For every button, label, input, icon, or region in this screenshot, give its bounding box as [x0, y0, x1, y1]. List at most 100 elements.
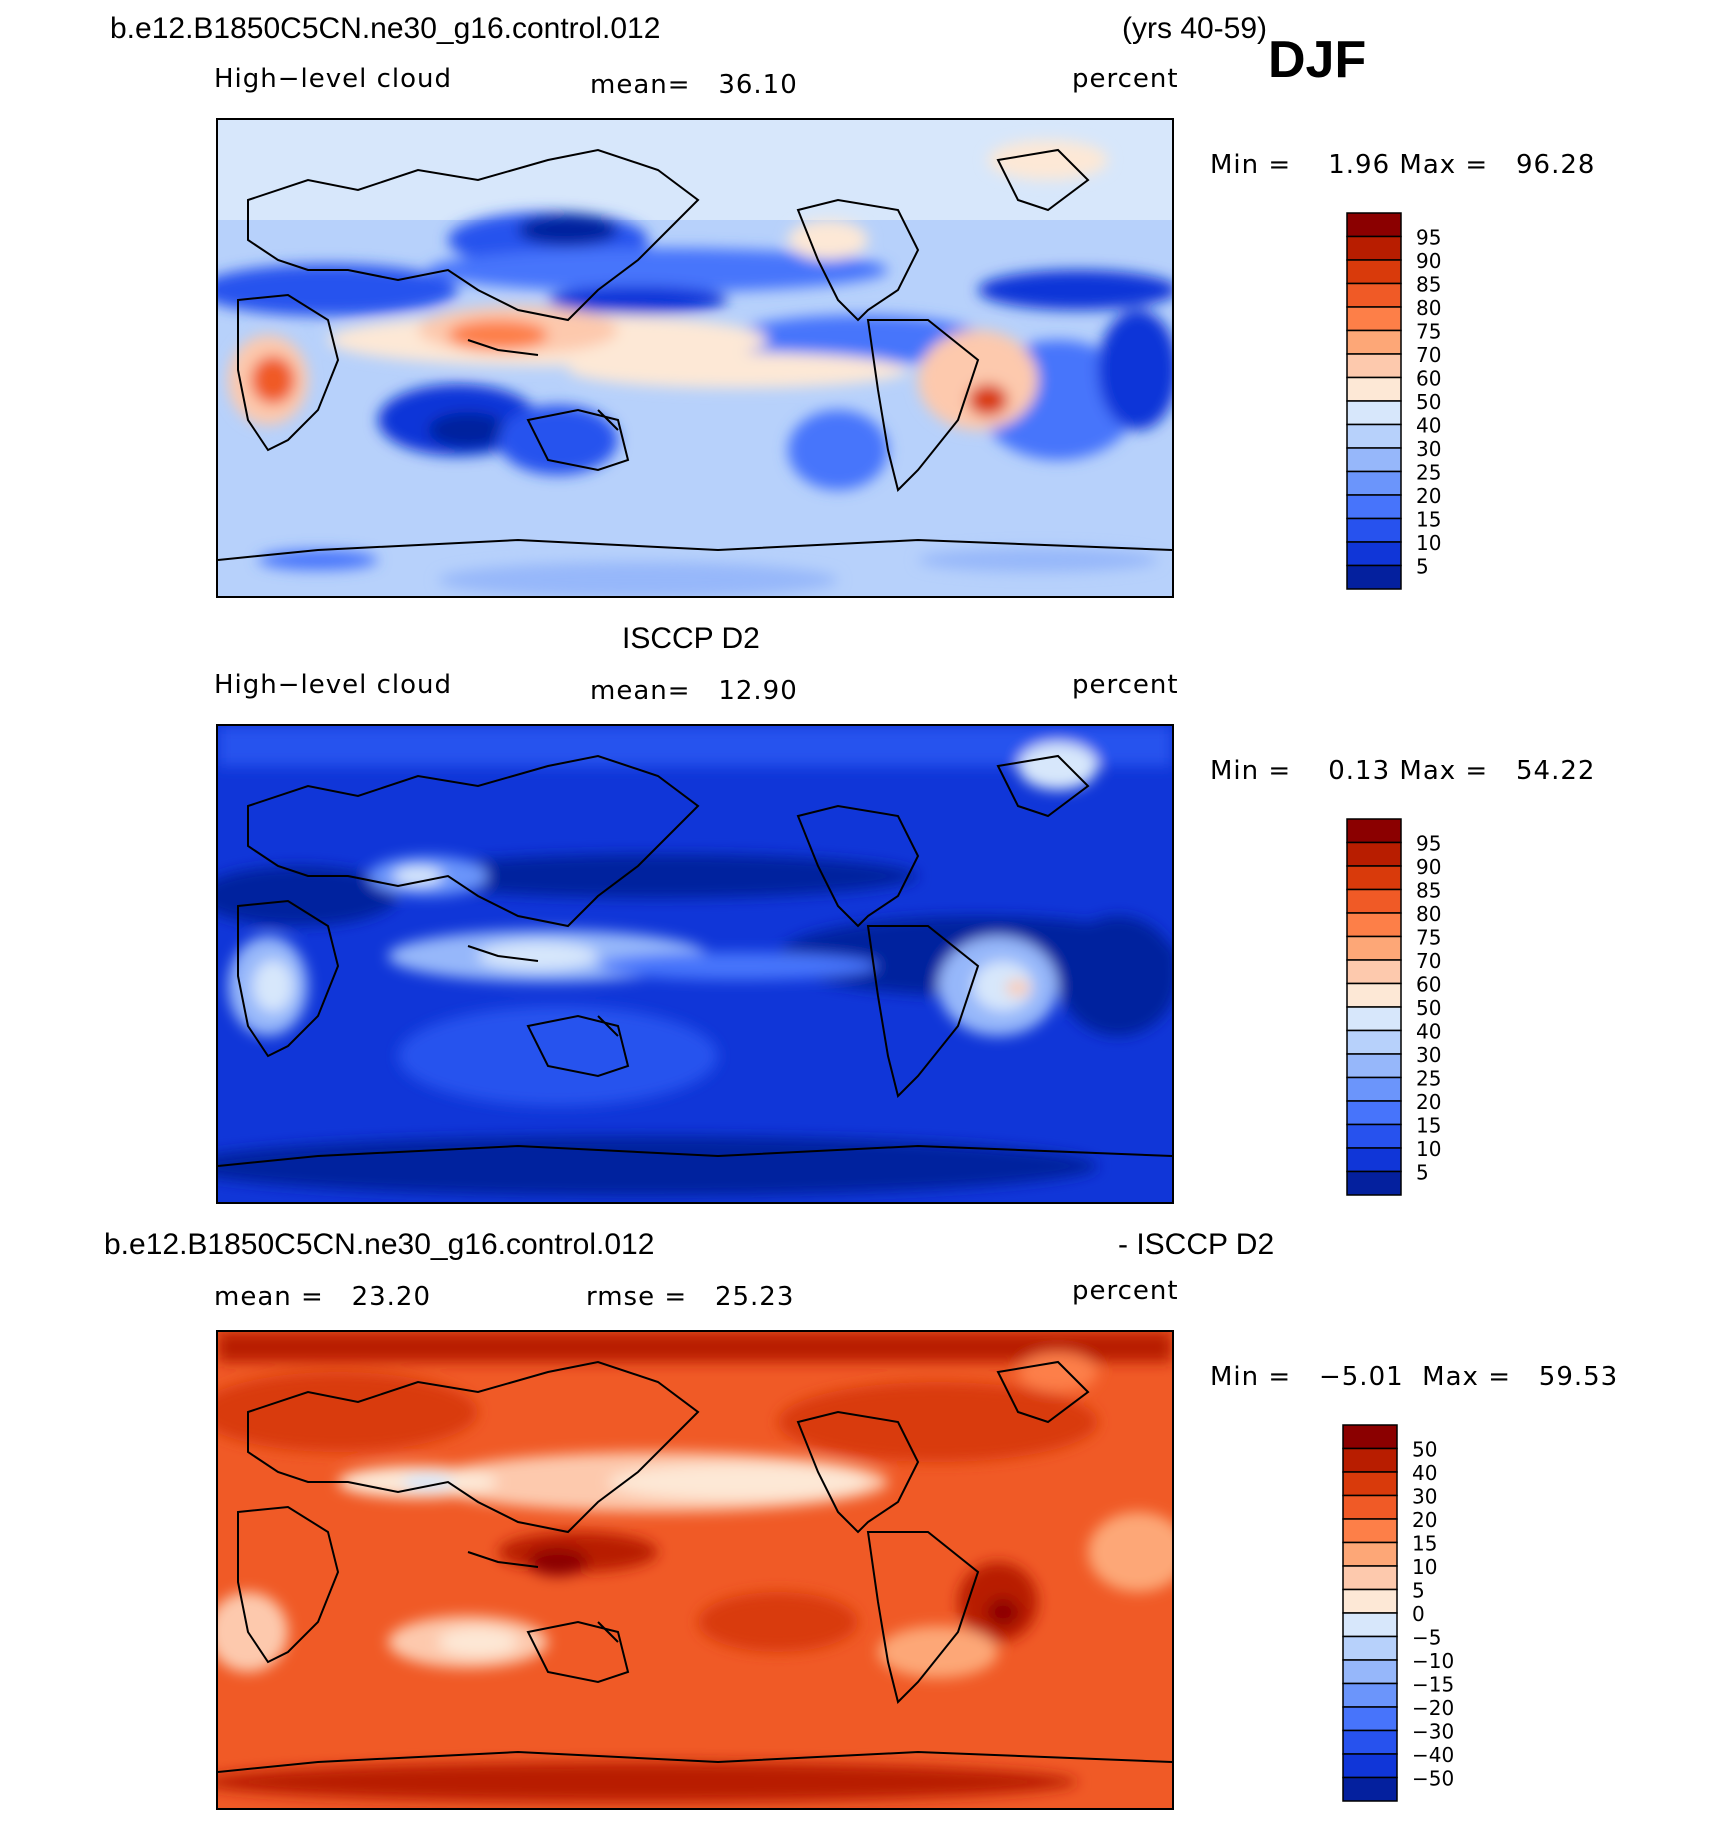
- colorbar-swatch: [1346, 1147, 1402, 1173]
- colorbar-tick-label: 30: [1412, 1485, 1437, 1509]
- colorbar-swatch: [1346, 959, 1402, 985]
- colorbar-tick-label: 80: [1416, 902, 1441, 926]
- panel3-units-label: percent: [1072, 1276, 1179, 1306]
- colorbar-tick-label: −40: [1412, 1743, 1454, 1767]
- colorbar-swatch: [1346, 259, 1402, 285]
- colorbar-tick-label: 95: [1416, 832, 1441, 856]
- panel3-title-left: b.e12.B1850C5CN.ne30_g16.control.012: [104, 1228, 655, 1261]
- colorbar-swatch: [1346, 1123, 1402, 1149]
- colorbar-tick-label: 50: [1412, 1438, 1437, 1462]
- colorbar-tick-label: 40: [1416, 414, 1441, 438]
- colorbar-tick-label: 5: [1412, 1579, 1425, 1603]
- panel3-rmse-label: rmse = 25.23: [586, 1282, 795, 1312]
- colorbar-tick-label: 15: [1416, 1114, 1441, 1138]
- panel1-variable-label: High−level cloud: [214, 64, 453, 94]
- panel2-colorbar: 95 90 85 80 75 70 60 50 40 30 25 20 15 10 5: [1346, 818, 1456, 1196]
- colorbar-swatch: [1342, 1471, 1398, 1497]
- colorbar-swatch: [1342, 1424, 1398, 1450]
- colorbar-swatch: [1346, 818, 1402, 844]
- colorbar-tick-label: 15: [1416, 508, 1441, 532]
- colorbar-tick-label: 25: [1416, 1067, 1441, 1091]
- colorbar-swatch: [1342, 1753, 1398, 1779]
- colorbar-swatch: [1346, 447, 1402, 473]
- colorbar-tick-label: −5: [1412, 1626, 1441, 1650]
- colorbar-tick-label: 30: [1416, 1043, 1441, 1067]
- colorbar-tick-label: −30: [1412, 1720, 1454, 1744]
- colorbar-tick-label: −50: [1412, 1767, 1454, 1791]
- colorbar-tick-label: 25: [1416, 461, 1441, 485]
- colorbar-swatch: [1346, 306, 1402, 332]
- case-title: b.e12.B1850C5CN.ne30_g16.control.012: [110, 12, 661, 45]
- colorbar-tick-label: 40: [1416, 1020, 1441, 1044]
- colorbar-tick-label: 85: [1416, 879, 1441, 903]
- colorbar-swatch: [1342, 1729, 1398, 1755]
- season-label: DJF: [1268, 31, 1367, 89]
- colorbar-tick-label: 15: [1412, 1532, 1437, 1556]
- colorbar-tick-label: 80: [1416, 296, 1441, 320]
- colorbar-tick-label: 50: [1416, 390, 1441, 414]
- panel3-title-right: - ISCCP D2: [1118, 1228, 1275, 1261]
- colorbar-swatch: [1342, 1565, 1398, 1591]
- colorbar-swatch: [1346, 517, 1402, 543]
- panel2-map: [216, 724, 1174, 1204]
- colorbar-tick-label: 75: [1416, 926, 1441, 950]
- colorbar-swatch: [1346, 282, 1402, 308]
- colorbar-tick-label: 60: [1416, 367, 1441, 391]
- panel1-minmax: Min = 1.96 Max = 96.28: [1210, 150, 1596, 180]
- colorbar-swatch: [1342, 1659, 1398, 1685]
- colorbar-swatch: [1346, 400, 1402, 426]
- colorbar-swatch: [1346, 982, 1402, 1008]
- colorbar-swatch: [1342, 1776, 1398, 1802]
- colorbar-swatch: [1342, 1541, 1398, 1567]
- colorbar-swatch: [1342, 1682, 1398, 1708]
- panel3-map: [216, 1330, 1174, 1810]
- colorbar-tick-label: 10: [1416, 531, 1441, 555]
- colorbar-tick-label: 70: [1416, 343, 1441, 367]
- colorbar-tick-label: 95: [1416, 226, 1441, 250]
- colorbar-swatch: [1342, 1494, 1398, 1520]
- colorbar-tick-label: 5: [1416, 555, 1429, 579]
- panel2-minmax: Min = 0.13 Max = 54.22: [1210, 756, 1596, 786]
- colorbar-tick-label: 10: [1416, 1137, 1441, 1161]
- colorbar-swatch: [1342, 1588, 1398, 1614]
- colorbar-swatch: [1346, 1100, 1402, 1126]
- colorbar-tick-label: −15: [1412, 1673, 1454, 1697]
- colorbar-swatch: [1342, 1447, 1398, 1473]
- colorbar-swatch: [1342, 1635, 1398, 1661]
- colorbar-tick-label: 90: [1416, 249, 1441, 273]
- panel3-colorbar: 50 40 30 20 15 10 5 0 −5 −10 −15 −20 −30 −40 −50: [1342, 1424, 1472, 1802]
- panel2-variable-label: High−level cloud: [214, 670, 453, 700]
- panel3-minmax: Min = −5.01 Max = 59.53: [1210, 1362, 1619, 1392]
- panel3-mean-label: mean = 23.20: [214, 1282, 432, 1312]
- colorbar-swatch: [1346, 212, 1402, 238]
- panel2-units-label: percent: [1072, 670, 1179, 700]
- colorbar-tick-label: 30: [1416, 437, 1441, 461]
- colorbar-swatch: [1342, 1612, 1398, 1638]
- colorbar-tick-label: 0: [1412, 1602, 1425, 1626]
- colorbar-tick-label: 75: [1416, 320, 1441, 344]
- colorbar-tick-label: 20: [1416, 1090, 1441, 1114]
- panel1-mean-label: mean= 36.10: [590, 70, 798, 100]
- colorbar-tick-label: 90: [1416, 855, 1441, 879]
- panel1-colorbar: 95 90 85 80 75 70 60 50 40 30 25 20 15 10 5: [1346, 212, 1456, 590]
- colorbar-tick-label: 20: [1412, 1508, 1437, 1532]
- panel2-title: ISCCP D2: [622, 622, 760, 655]
- colorbar-swatch: [1346, 1029, 1402, 1055]
- colorbar-tick-label: 40: [1412, 1461, 1437, 1485]
- colorbar-swatch: [1346, 423, 1402, 449]
- panel2-mean-label: mean= 12.90: [590, 676, 798, 706]
- colorbar-swatch: [1346, 470, 1402, 496]
- colorbar-swatch: [1346, 541, 1402, 567]
- colorbar-tick-label: 10: [1412, 1555, 1437, 1579]
- colorbar-swatch: [1346, 376, 1402, 402]
- colorbar-swatch: [1346, 1076, 1402, 1102]
- colorbar-tick-label: −20: [1412, 1696, 1454, 1720]
- colorbar-swatch: [1346, 935, 1402, 961]
- colorbar-swatch: [1346, 888, 1402, 914]
- colorbar-swatch: [1346, 912, 1402, 938]
- colorbar-swatch: [1346, 1006, 1402, 1032]
- colorbar-swatch: [1346, 865, 1402, 891]
- colorbar-tick-label: −10: [1412, 1649, 1454, 1673]
- colorbar-swatch: [1346, 353, 1402, 379]
- colorbar-tick-label: 5: [1416, 1161, 1429, 1185]
